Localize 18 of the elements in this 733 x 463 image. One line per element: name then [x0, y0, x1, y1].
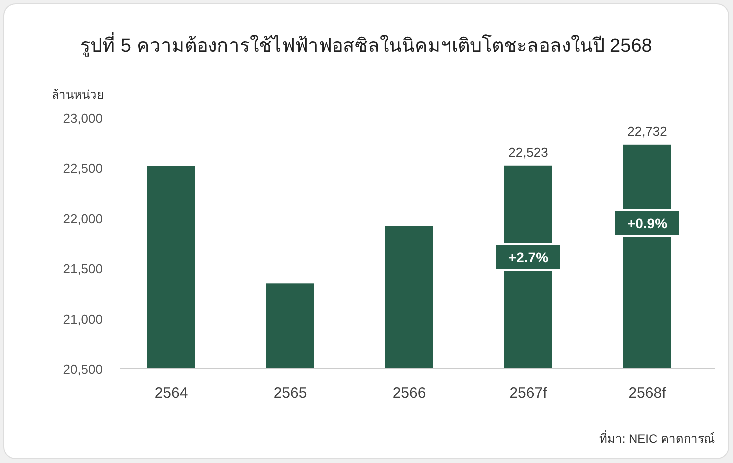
x-tick-label: 2565 [274, 385, 308, 402]
y-tick-label: 22,500 [63, 161, 103, 176]
y-tick-label: 22,000 [63, 211, 103, 226]
y-tick-label: 21,000 [63, 312, 103, 327]
data-label: 22,523 [508, 144, 548, 160]
x-tick-label: 2564 [154, 385, 188, 402]
y-axis-title: ล้านหน่วย [52, 88, 104, 102]
y-tick-label: 20,500 [63, 362, 103, 377]
annotation: +0.9% [627, 215, 668, 232]
text: ที่มา: NEIC คาดการณ์ [599, 430, 715, 446]
x-tick-label: 2566 [392, 385, 426, 402]
y-tick-label: 21,500 [63, 262, 103, 277]
x-tick-label: 2568f [628, 385, 668, 402]
x-tick-label: 2567f [510, 385, 548, 402]
annotation: +2.7% [508, 249, 550, 266]
chart-title: รูปที่ 5 ความต้องการใช้ไฟฟ้าฟอสซิลในนิคมฯเติบโตชะลอลงในปี 2568 [80, 32, 652, 57]
y-tick-label: 23,000 [63, 111, 103, 126]
data-label: 22,732 [628, 124, 668, 139]
